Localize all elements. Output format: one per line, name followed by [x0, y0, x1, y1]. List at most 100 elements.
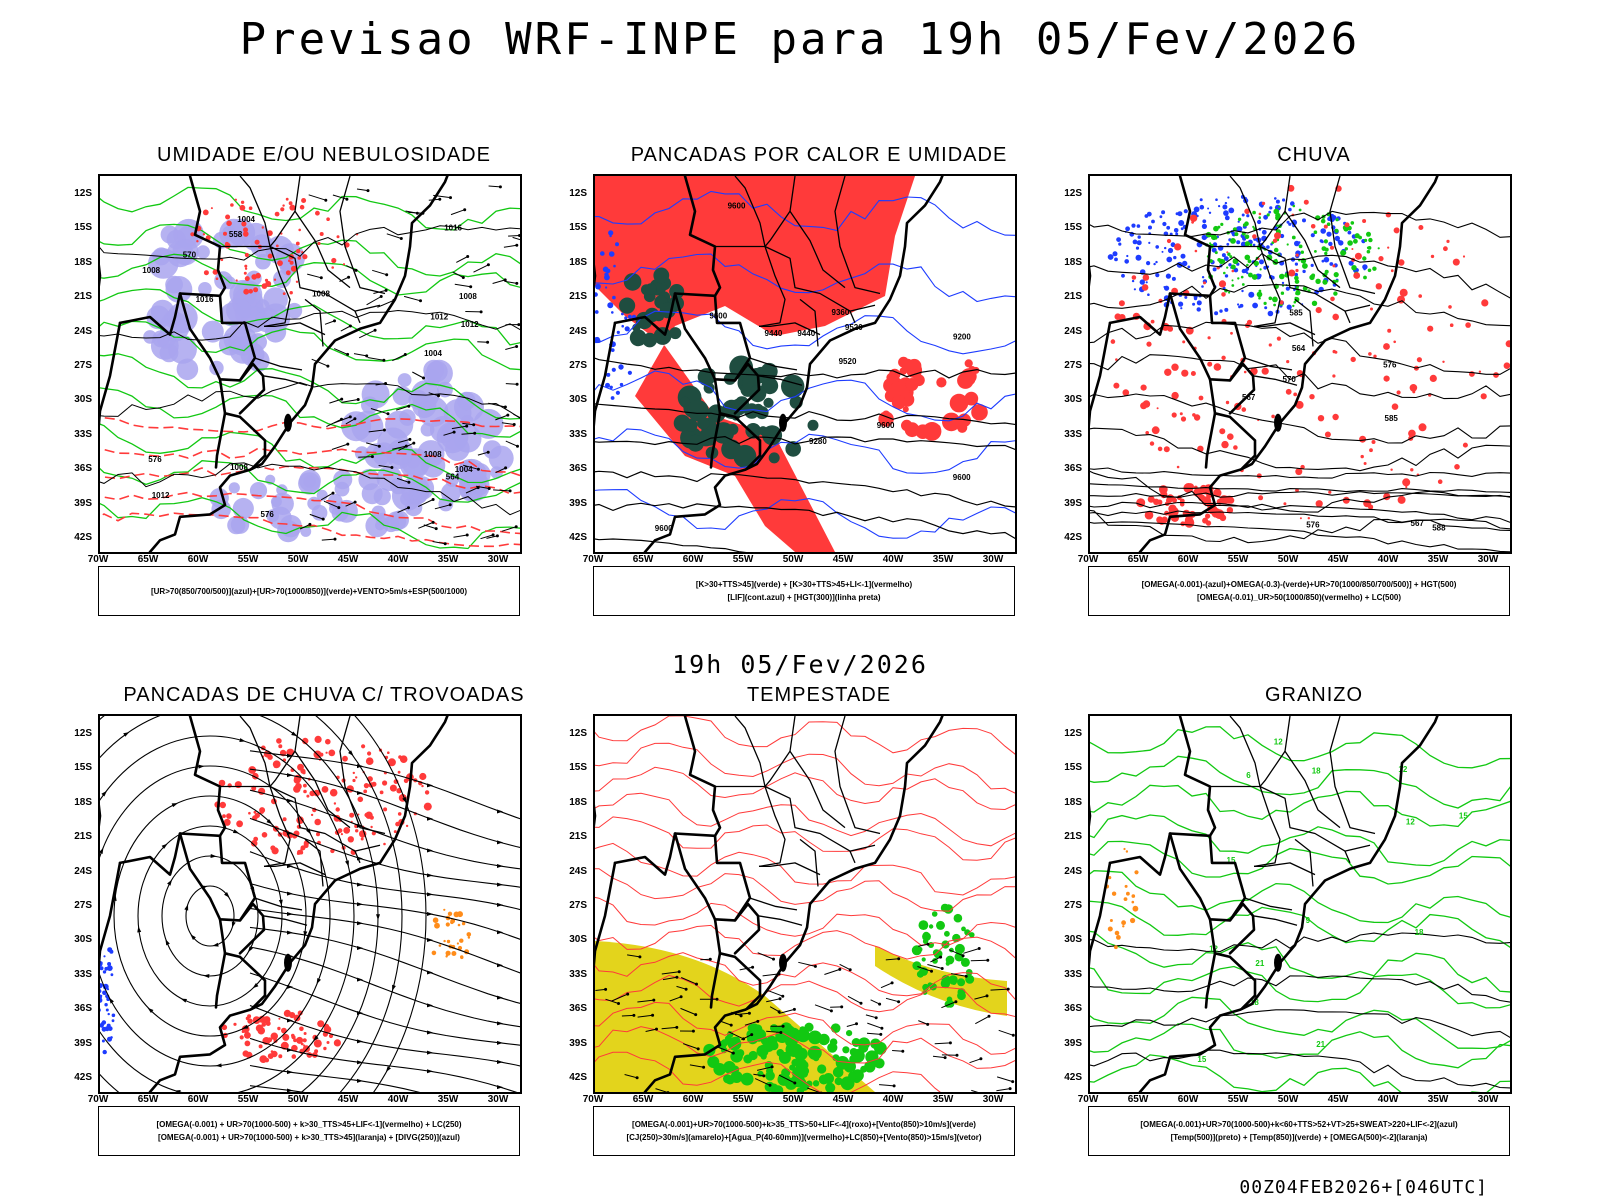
contour-label: 9200 [953, 332, 971, 341]
lat-label: 27S [64, 900, 92, 911]
lon-label: 65W [1123, 554, 1153, 565]
lon-label: 70W [578, 1094, 608, 1105]
lon-label: 50W [778, 554, 808, 565]
lat-label: 39S [64, 1038, 92, 1049]
contour-label: 21 [1255, 959, 1264, 968]
lon-label: 55W [233, 1094, 263, 1105]
lat-label: 21S [559, 291, 587, 302]
lat-label: 18S [1054, 797, 1082, 808]
lat-label: 36S [64, 1003, 92, 1014]
lon-label: 70W [1073, 554, 1103, 565]
lat-label: 33S [1054, 429, 1082, 440]
lat-label: 18S [64, 257, 92, 268]
lat-label: 39S [559, 498, 587, 509]
lat-label: 15S [64, 762, 92, 773]
contour-label: 1016 [444, 224, 462, 233]
lon-label: 50W [1273, 554, 1303, 565]
lat-label: 24S [559, 326, 587, 337]
lon-label: 50W [283, 554, 313, 565]
lon-label: 60W [183, 554, 213, 565]
lon-label: 65W [1123, 1094, 1153, 1105]
contour-label: 1008 [142, 266, 160, 275]
contour-label: 9600 [709, 312, 727, 321]
state-border [255, 898, 302, 910]
contour-label: 585 [1289, 309, 1303, 318]
lagoon [284, 954, 292, 972]
lat-label: 42S [559, 1072, 587, 1083]
panel-title: PANCADAS DE CHUVA C/ TROVOADAS [74, 684, 574, 707]
state-border [850, 851, 855, 863]
contour-label: 1004 [237, 215, 255, 224]
contour-label: 9440 [797, 329, 815, 338]
lon-label: 35W [928, 1094, 958, 1105]
contour-label: 558 [229, 230, 243, 239]
contour-label: 1008 [424, 450, 442, 459]
lat-label: 18S [1054, 257, 1082, 268]
contour-label: 1012 [461, 320, 479, 329]
state-border [1330, 716, 1375, 834]
country-border [1206, 413, 1215, 467]
contour-label: 9520 [839, 357, 857, 366]
legend-line: [Temp(500)](preto) + [Temp(850)](verde) … [1089, 1131, 1509, 1144]
lat-label: 12S [559, 728, 587, 739]
contour-label: 9280 [809, 437, 827, 446]
lon-label: 40W [1373, 554, 1403, 565]
lon-label: 40W [383, 1094, 413, 1105]
lon-label: 60W [183, 1094, 213, 1105]
legend-line: [OMEGA(-0.001) + UR>70(1000-500) + k>30_… [99, 1118, 519, 1131]
contour-label: 588 [1432, 523, 1446, 532]
contour-label: 1016 [196, 295, 214, 304]
state-border [1260, 751, 1285, 786]
legend-box: [K>30+TTS>45](verde) + [K>30+TTS>45+LI<-… [593, 566, 1015, 616]
contour-label: 576 [148, 455, 162, 464]
legend-line: [OMEGA(-0.001)+UR>70(1000-500)+k<60+TTS>… [1089, 1118, 1509, 1131]
lon-label: 60W [1173, 554, 1203, 565]
country-border [1210, 919, 1255, 995]
state-border [758, 916, 802, 925]
lat-label: 30S [559, 394, 587, 405]
country-border [216, 413, 225, 467]
contour-label: 576 [1306, 520, 1320, 529]
lon-label: 60W [678, 554, 708, 565]
contour-label: 1012 [152, 491, 170, 500]
lat-label: 27S [559, 360, 587, 371]
country-border [100, 323, 120, 470]
lon-label: 45W [828, 554, 858, 565]
lon-label: 35W [1423, 1094, 1453, 1105]
panel-title: GRANIZO [1064, 684, 1564, 707]
lat-label: 15S [1054, 762, 1082, 773]
lat-label: 18S [559, 797, 587, 808]
legend-box: [OMEGA(-0.001) + UR>70(1000-500) + k>30_… [98, 1106, 520, 1156]
state-border [263, 376, 307, 385]
lat-label: 39S [559, 1038, 587, 1049]
lon-label: 65W [133, 1094, 163, 1105]
red-dots [214, 736, 431, 855]
lat-label: 18S [64, 797, 92, 808]
map-frame [98, 714, 522, 1094]
state-border [750, 898, 797, 910]
lon-label: 60W [678, 1094, 708, 1105]
humidity-purple [143, 219, 305, 380]
panel-title: PANCADAS POR CALOR E UMIDADE [569, 144, 1069, 167]
lon-label: 65W [628, 554, 658, 565]
contour-label: 18 [1415, 928, 1424, 937]
state-border [1253, 916, 1297, 925]
state-border [1345, 311, 1350, 323]
contour-label: 21 [1316, 1040, 1325, 1049]
lon-label: 55W [728, 554, 758, 565]
lat-label: 42S [1054, 532, 1082, 543]
lon-label: 35W [433, 554, 463, 565]
legend-line: [OMEGA(-0.01)_UR>50(1000/850)(vermelho) … [1089, 591, 1509, 604]
legend-line: [OMEGA(-0.001)+UR>70(1000-500)+k>35_TTS>… [594, 1118, 1014, 1131]
lat-label: 39S [64, 498, 92, 509]
lon-label: 40W [878, 554, 908, 565]
lat-label: 30S [1054, 394, 1082, 405]
lon-label: 50W [1273, 1094, 1303, 1105]
map-canvas: 1008100810041008101210041012100810161016… [100, 176, 520, 552]
lon-label: 30W [1473, 554, 1503, 565]
lon-label: 45W [333, 554, 363, 565]
lat-label: 15S [1054, 222, 1082, 233]
